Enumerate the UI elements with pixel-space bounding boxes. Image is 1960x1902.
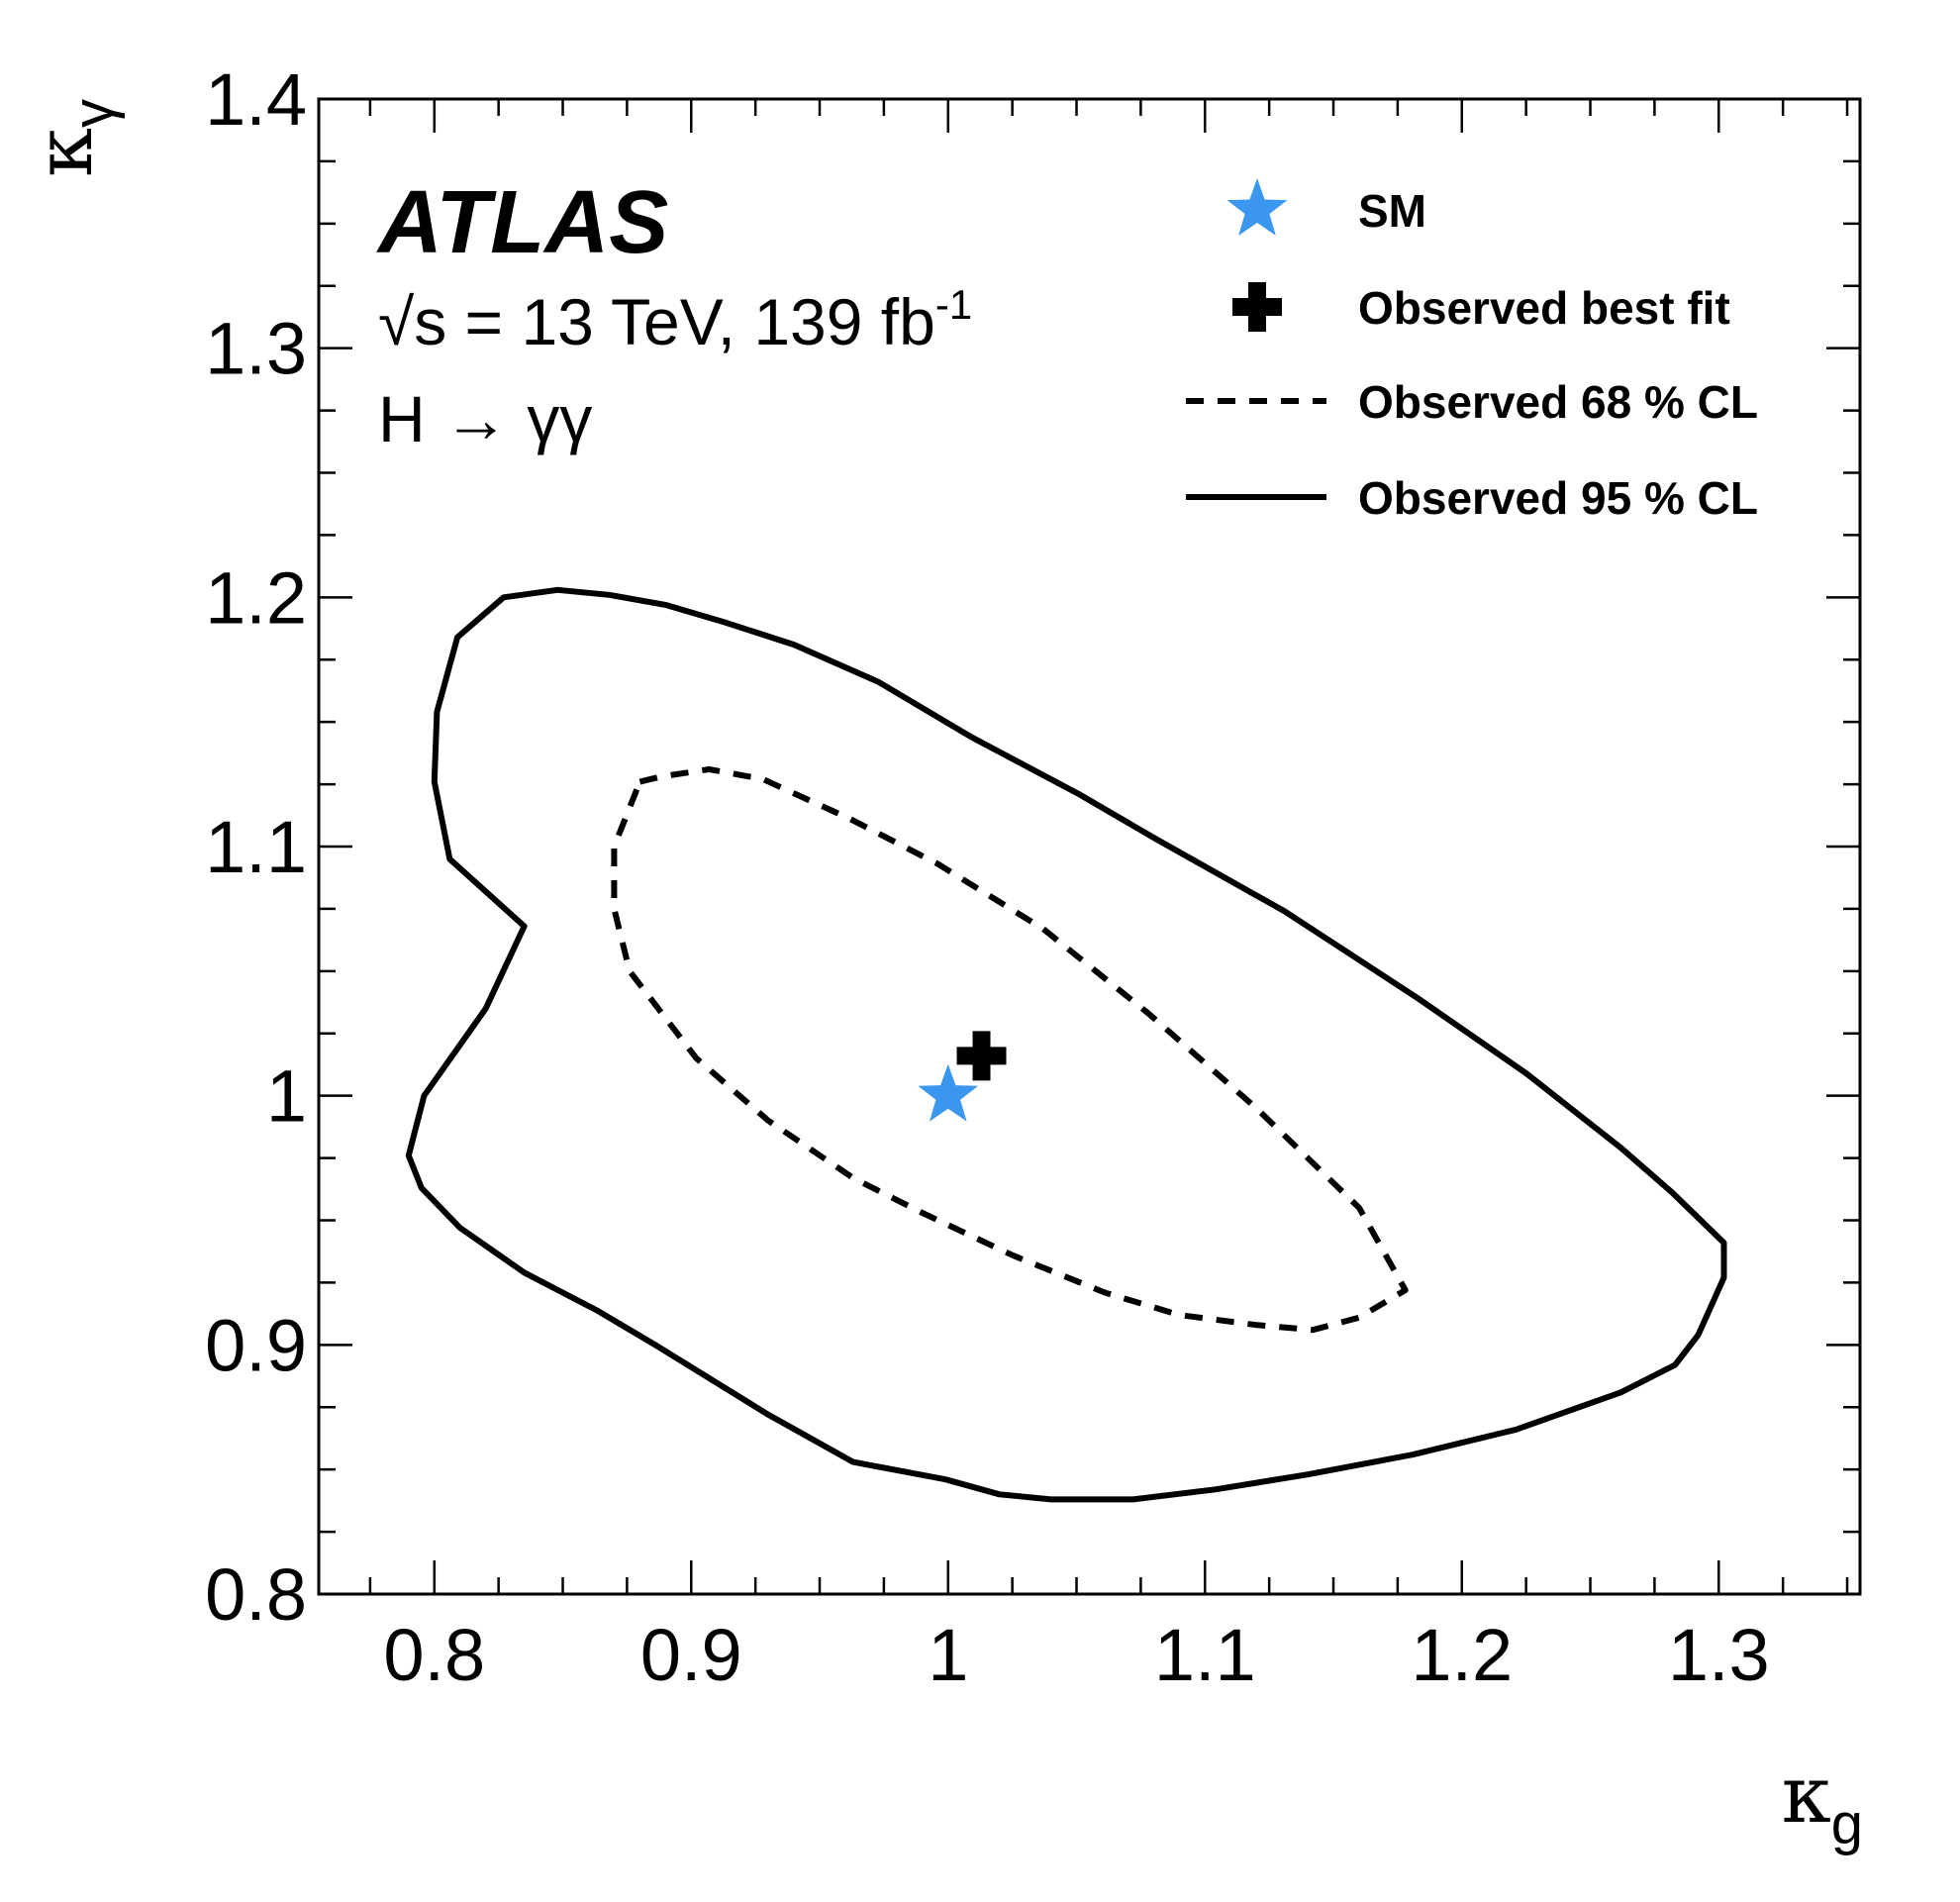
channel-label: H → γγ xyxy=(378,382,592,455)
best-fit-cross-marker xyxy=(956,1031,1007,1081)
lumi-superscript: -1 xyxy=(935,281,972,328)
legend-entry-label: Observed 68 % CL xyxy=(1358,376,1758,428)
x-axis-label-main: κ xyxy=(1782,1749,1831,1841)
y-tick-label: 0.9 xyxy=(205,1304,307,1386)
x-tick-label: 0.8 xyxy=(383,1614,485,1696)
axis-ticks xyxy=(319,97,1860,1596)
x-tick-label: 1 xyxy=(928,1614,968,1696)
energy-lumi-label: √s = 13 TeV, 139 fb-1 xyxy=(378,281,972,358)
x-tick-label: 0.9 xyxy=(640,1614,742,1696)
contour-68cl xyxy=(611,766,1409,1334)
energy-lumi-text: √s = 13 TeV, 139 fb xyxy=(378,285,935,358)
x-axis-label: κg xyxy=(1782,1749,1863,1856)
y-tick-label: 1.3 xyxy=(205,308,307,390)
legend: SM Observed best fit Observed 68 % CL Obser… xyxy=(1186,178,1758,524)
y-axis-label-main: κ xyxy=(18,128,110,177)
markers xyxy=(918,1031,1007,1122)
y-tick-label: 1.4 xyxy=(205,58,307,141)
legend-entry-label: SM xyxy=(1358,185,1426,237)
y-tick-label: 1 xyxy=(266,1055,307,1138)
y-axis-label-sub: γ xyxy=(61,99,126,128)
y-tick-label: 1.2 xyxy=(205,556,307,639)
x-tick-label: 1.3 xyxy=(1668,1614,1770,1696)
y-tick-label: 1.1 xyxy=(205,806,307,888)
y-axis-label: κγ xyxy=(18,99,126,177)
sm-star-marker xyxy=(918,1063,979,1122)
contours xyxy=(405,586,1727,1503)
x-axis-label-sub: g xyxy=(1831,1792,1863,1856)
legend-sm-star xyxy=(1226,178,1288,236)
legend-entry-label: Observed 95 % CL xyxy=(1358,472,1758,524)
atlas-label: ATLAS xyxy=(376,173,668,272)
x-tick-label: 1.1 xyxy=(1154,1614,1256,1696)
legend-entry-label: Observed best fit xyxy=(1358,282,1730,334)
legend-best-fit-cross xyxy=(1232,282,1282,332)
y-tick-label: 0.8 xyxy=(205,1553,307,1636)
x-tick-label: 1.2 xyxy=(1411,1614,1513,1696)
axis-tick-labels: 0.8 0.9 1 1.1 1.2 1.3 0.8 0.9 1 1.1 1.2 1.3 1.4 xyxy=(205,58,1770,1696)
contour-95cl xyxy=(405,586,1727,1503)
